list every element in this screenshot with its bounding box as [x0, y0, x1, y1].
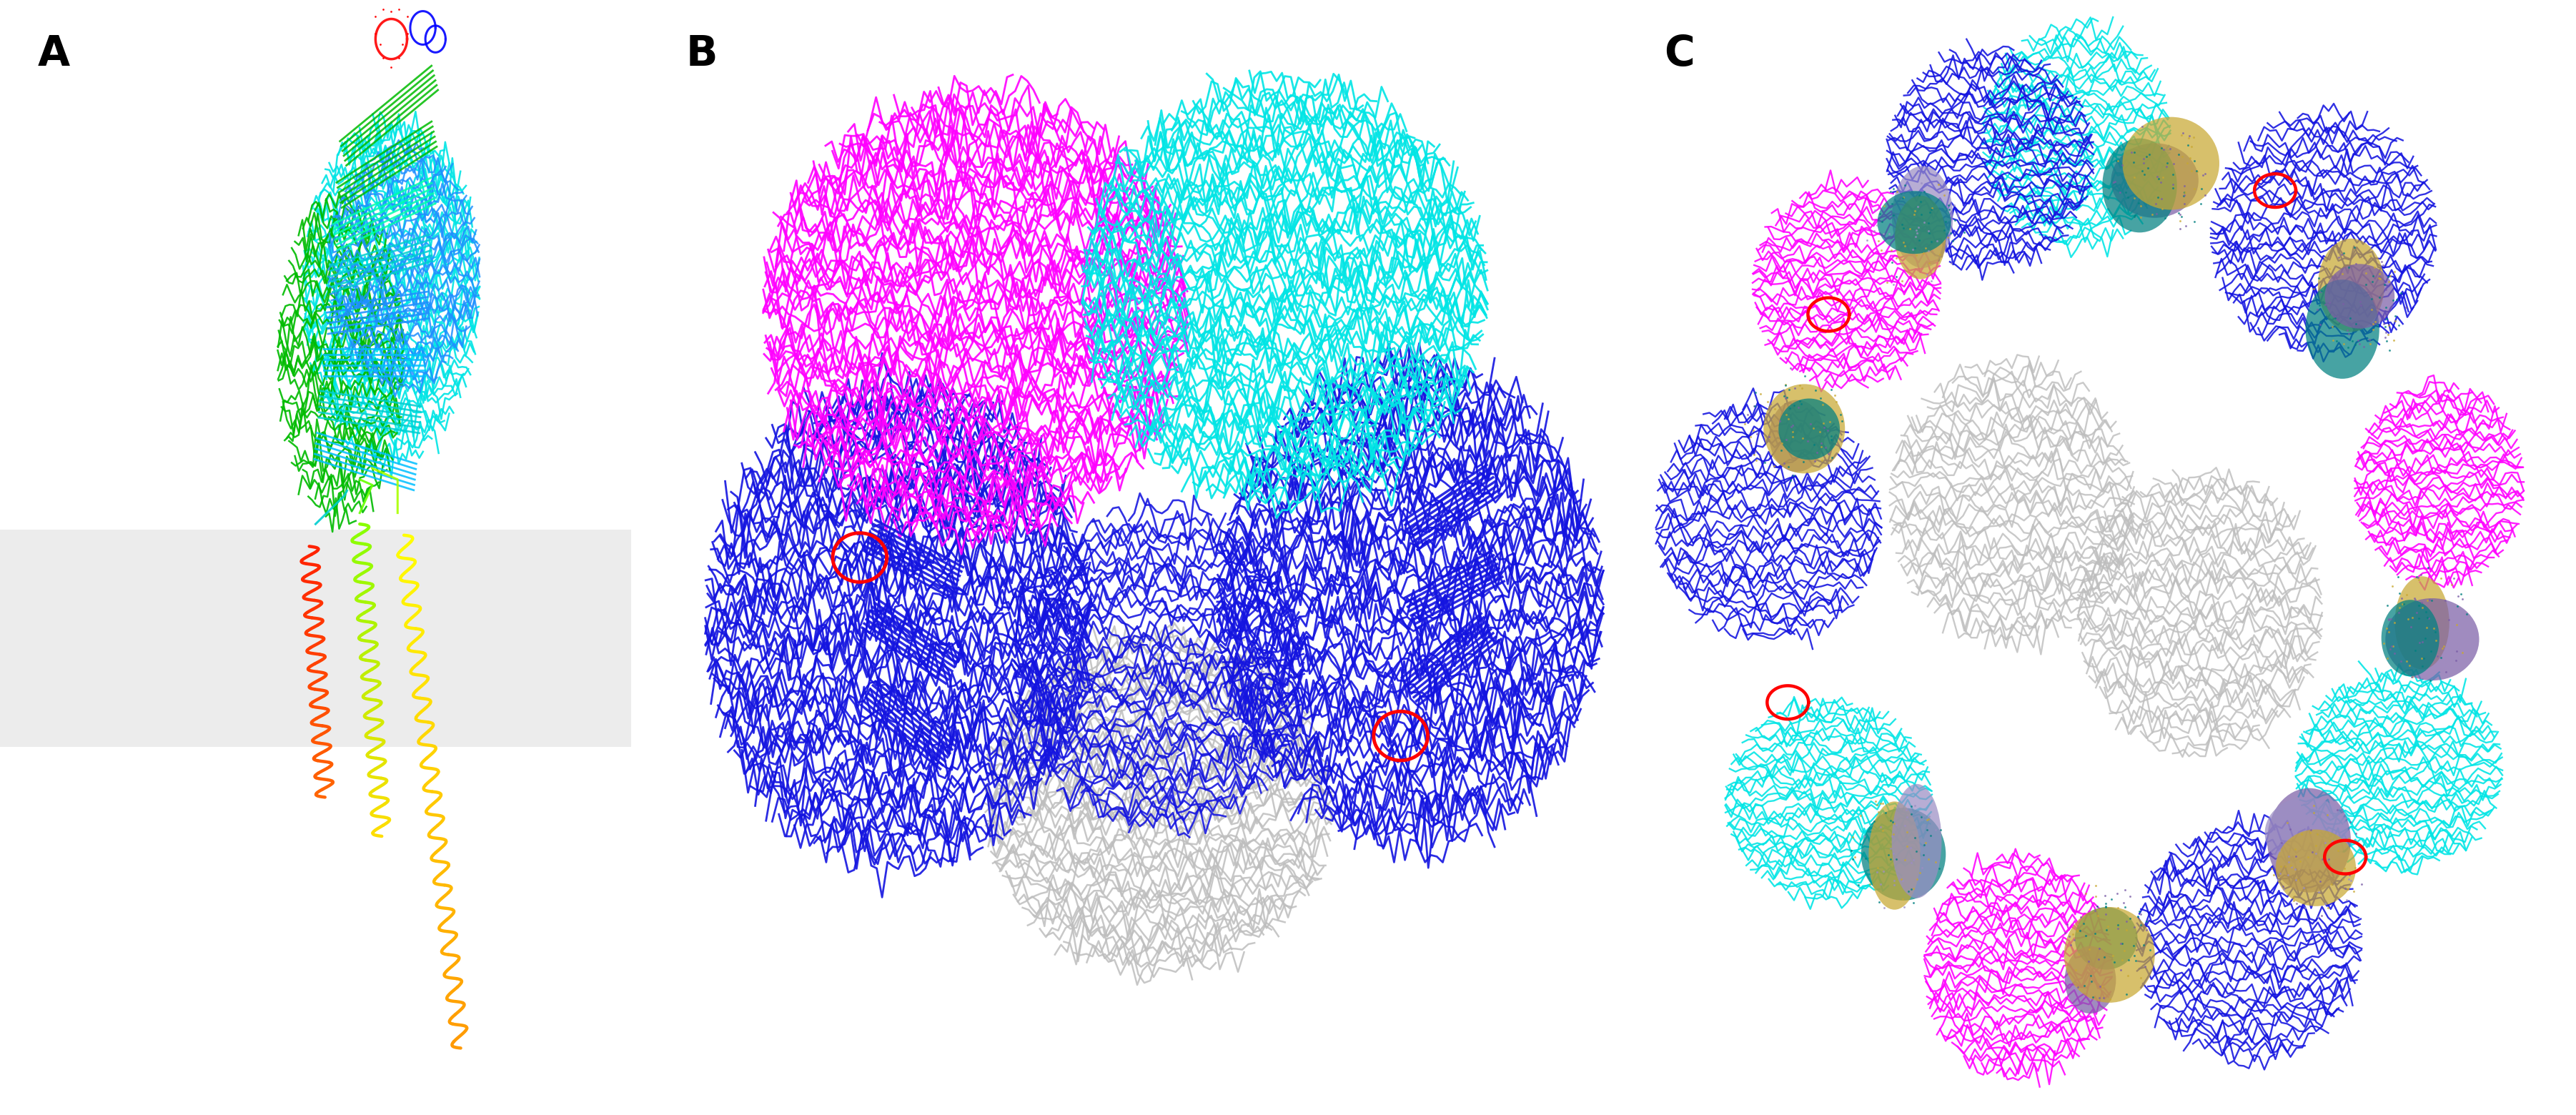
Ellipse shape: [1777, 398, 1839, 459]
Ellipse shape: [2112, 143, 2197, 217]
Ellipse shape: [2324, 264, 2396, 329]
Ellipse shape: [2267, 788, 2352, 892]
Text: B: B: [685, 33, 719, 75]
Text: C: C: [1664, 33, 1695, 75]
Ellipse shape: [1891, 784, 1942, 899]
Ellipse shape: [2063, 906, 2154, 1002]
Ellipse shape: [1891, 166, 1953, 268]
Ellipse shape: [2306, 280, 2380, 379]
Ellipse shape: [1770, 400, 1824, 472]
Ellipse shape: [2066, 947, 2115, 1014]
Bar: [0, 530, 631, 747]
Ellipse shape: [1878, 191, 1950, 254]
Ellipse shape: [2396, 576, 2450, 669]
Ellipse shape: [1860, 808, 1945, 901]
Ellipse shape: [2275, 830, 2357, 906]
Ellipse shape: [1896, 195, 1945, 279]
Ellipse shape: [2380, 600, 2439, 676]
Text: A: A: [39, 33, 70, 75]
Ellipse shape: [2318, 239, 2385, 332]
Ellipse shape: [2102, 138, 2177, 233]
Ellipse shape: [1765, 384, 1844, 474]
Ellipse shape: [2074, 908, 2138, 970]
Ellipse shape: [2385, 599, 2478, 680]
Ellipse shape: [1868, 802, 1919, 910]
Ellipse shape: [2123, 117, 2221, 210]
Ellipse shape: [2264, 797, 2349, 870]
